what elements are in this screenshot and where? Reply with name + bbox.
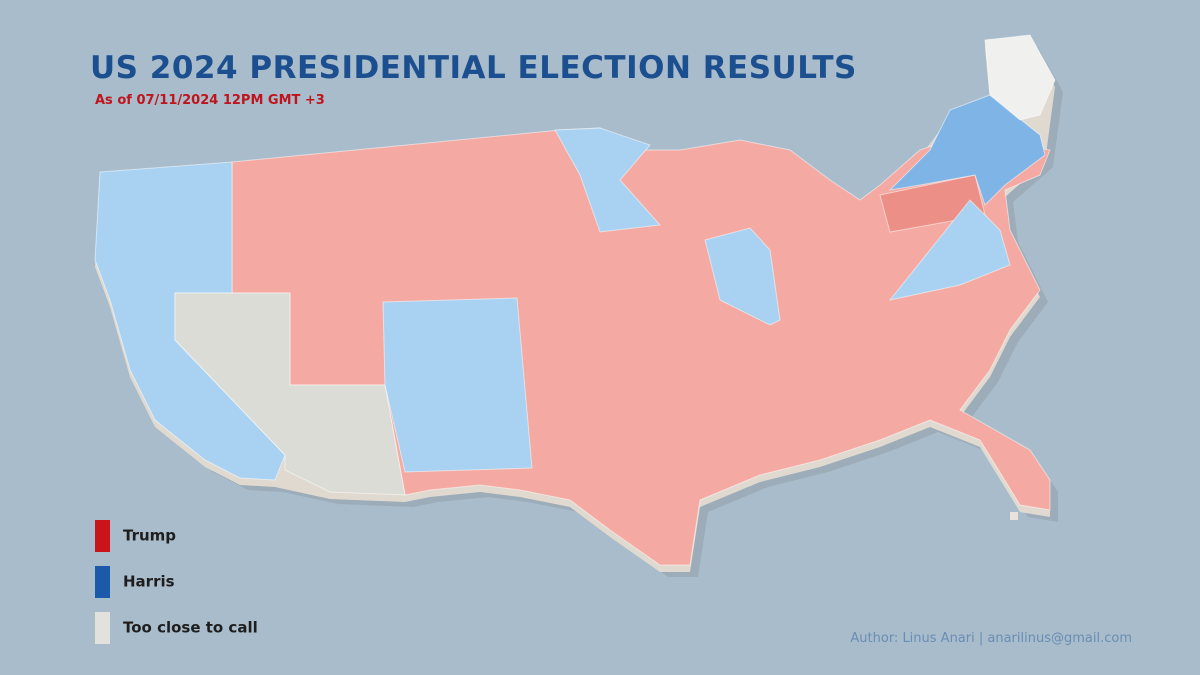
map — [94, 34, 1063, 577]
legend-swatch — [95, 566, 110, 598]
legend-swatch — [95, 520, 110, 552]
subtitle: As of 07/11/2024 12PM GMT +3 — [95, 93, 325, 108]
keys — [1010, 512, 1018, 520]
title: US 2024 PRESIDENTIAL ELECTION RESULTS — [90, 50, 857, 86]
minnesota — [554, 127, 662, 233]
northeast — [888, 94, 1046, 206]
nevada-arizona — [174, 292, 406, 496]
virginia — [888, 199, 1011, 301]
legend: Trump Harris Too close to call — [95, 520, 258, 644]
illinois — [704, 227, 781, 326]
credit: Author: Linus Anari | anarilinus@gmail.c… — [850, 631, 1132, 646]
legend-label: Trump — [123, 527, 176, 545]
legend-label: Too close to call — [123, 619, 258, 637]
legend-swatch — [95, 612, 110, 644]
maine — [984, 34, 1056, 121]
legend-label: Harris — [123, 573, 175, 591]
colorado-new-mexico — [382, 297, 533, 473]
